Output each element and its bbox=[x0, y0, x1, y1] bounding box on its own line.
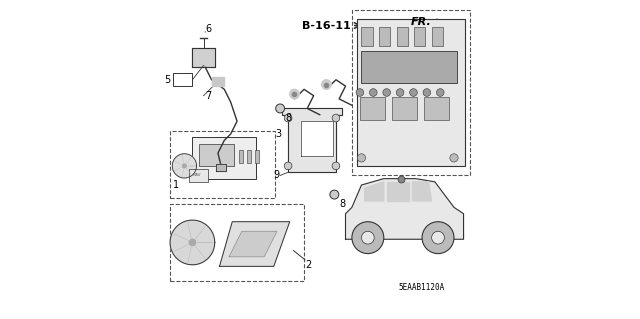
Bar bbox=[379, 27, 390, 46]
Bar bbox=[193, 137, 256, 179]
Bar bbox=[255, 150, 259, 163]
Text: FR.: FR. bbox=[411, 17, 431, 27]
Circle shape bbox=[284, 114, 292, 122]
Circle shape bbox=[369, 89, 377, 96]
Bar bbox=[239, 150, 243, 163]
Text: 9: 9 bbox=[274, 170, 280, 181]
Polygon shape bbox=[387, 182, 410, 201]
Circle shape bbox=[332, 162, 340, 170]
Circle shape bbox=[330, 190, 339, 199]
Text: NAV: NAV bbox=[193, 174, 202, 177]
Circle shape bbox=[396, 89, 404, 96]
Bar bbox=[392, 97, 417, 120]
Bar bbox=[397, 27, 408, 46]
Circle shape bbox=[436, 89, 444, 96]
Circle shape bbox=[352, 222, 384, 254]
Circle shape bbox=[284, 162, 292, 170]
Polygon shape bbox=[365, 182, 384, 201]
Circle shape bbox=[332, 114, 340, 122]
Polygon shape bbox=[170, 220, 215, 265]
Circle shape bbox=[422, 222, 454, 254]
Bar bbox=[362, 27, 372, 46]
Text: 3: 3 bbox=[275, 129, 282, 139]
Circle shape bbox=[356, 89, 364, 96]
Polygon shape bbox=[182, 164, 186, 168]
Text: 8: 8 bbox=[339, 199, 345, 209]
Polygon shape bbox=[189, 239, 196, 246]
Text: 5: 5 bbox=[164, 75, 170, 85]
Bar bbox=[424, 97, 449, 120]
Polygon shape bbox=[346, 179, 463, 239]
Text: 8: 8 bbox=[285, 113, 291, 123]
Bar bbox=[189, 169, 209, 182]
Text: 1: 1 bbox=[173, 180, 179, 190]
Polygon shape bbox=[229, 231, 277, 257]
Polygon shape bbox=[301, 121, 333, 156]
Bar bbox=[352, 10, 470, 175]
Bar bbox=[360, 97, 385, 120]
Circle shape bbox=[431, 231, 444, 244]
Circle shape bbox=[450, 154, 458, 162]
Bar bbox=[170, 204, 304, 281]
Circle shape bbox=[362, 231, 374, 244]
Polygon shape bbox=[216, 164, 226, 171]
Bar bbox=[362, 51, 457, 83]
Text: 5EAAB1120A: 5EAAB1120A bbox=[399, 283, 445, 292]
Circle shape bbox=[383, 89, 390, 96]
Circle shape bbox=[276, 104, 285, 113]
Bar bbox=[246, 150, 252, 163]
Polygon shape bbox=[220, 222, 290, 266]
Polygon shape bbox=[282, 108, 342, 172]
Bar bbox=[414, 27, 425, 46]
Polygon shape bbox=[212, 77, 224, 86]
Text: 6: 6 bbox=[205, 24, 211, 34]
Circle shape bbox=[321, 80, 331, 89]
Circle shape bbox=[290, 89, 300, 99]
Circle shape bbox=[423, 89, 431, 96]
Circle shape bbox=[410, 89, 417, 96]
Text: 7: 7 bbox=[205, 91, 211, 101]
Bar bbox=[431, 27, 443, 46]
Text: 2: 2 bbox=[306, 260, 312, 270]
Polygon shape bbox=[413, 182, 431, 201]
Bar bbox=[170, 131, 275, 198]
Bar bbox=[199, 144, 234, 166]
Bar bbox=[173, 73, 193, 86]
Polygon shape bbox=[172, 154, 196, 178]
Text: B-16-11: B-16-11 bbox=[301, 20, 350, 31]
Circle shape bbox=[357, 154, 365, 162]
Polygon shape bbox=[193, 48, 215, 67]
Bar bbox=[356, 19, 465, 166]
